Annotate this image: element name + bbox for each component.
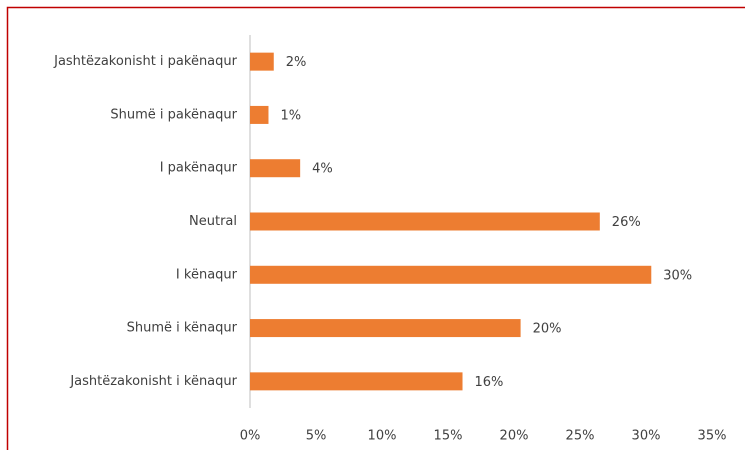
- data-label: 30%: [663, 268, 692, 283]
- y-tick-label: Jashtëzakonisht i kënaqur: [69, 374, 237, 389]
- bar: [250, 212, 600, 231]
- data-label: 2%: [286, 55, 307, 70]
- x-tick-label: 30%: [632, 429, 661, 444]
- y-tick-label: I kënaqur: [176, 267, 238, 282]
- data-label: 20%: [533, 322, 562, 337]
- y-tick-label: Jashtëzakonisht i pakënaqur: [53, 54, 238, 69]
- x-tick-label: 5%: [306, 429, 327, 444]
- bar: [250, 372, 463, 391]
- bar: [250, 319, 521, 338]
- data-label: 1%: [280, 108, 301, 123]
- bar: [250, 105, 269, 124]
- x-tick-label: 0%: [240, 429, 261, 444]
- x-tick-label: 25%: [566, 429, 595, 444]
- bar: [250, 265, 652, 284]
- y-tick-label: Neutral: [189, 214, 237, 229]
- y-tick-label: Shumë i kënaqur: [127, 321, 238, 336]
- data-label: 4%: [312, 162, 333, 177]
- x-tick-label: 10%: [368, 429, 397, 444]
- x-tick-label: 20%: [500, 429, 529, 444]
- x-tick-label: 35%: [698, 429, 727, 444]
- data-label: 26%: [612, 215, 641, 230]
- y-tick-label: I pakënaqur: [160, 161, 238, 176]
- frame: [6, 6, 745, 450]
- data-label: 16%: [475, 375, 504, 390]
- x-tick-label: 15%: [434, 429, 463, 444]
- y-tick-label: Shumë i pakënaqur: [110, 107, 237, 122]
- bar: [250, 159, 301, 178]
- bar: [250, 52, 274, 71]
